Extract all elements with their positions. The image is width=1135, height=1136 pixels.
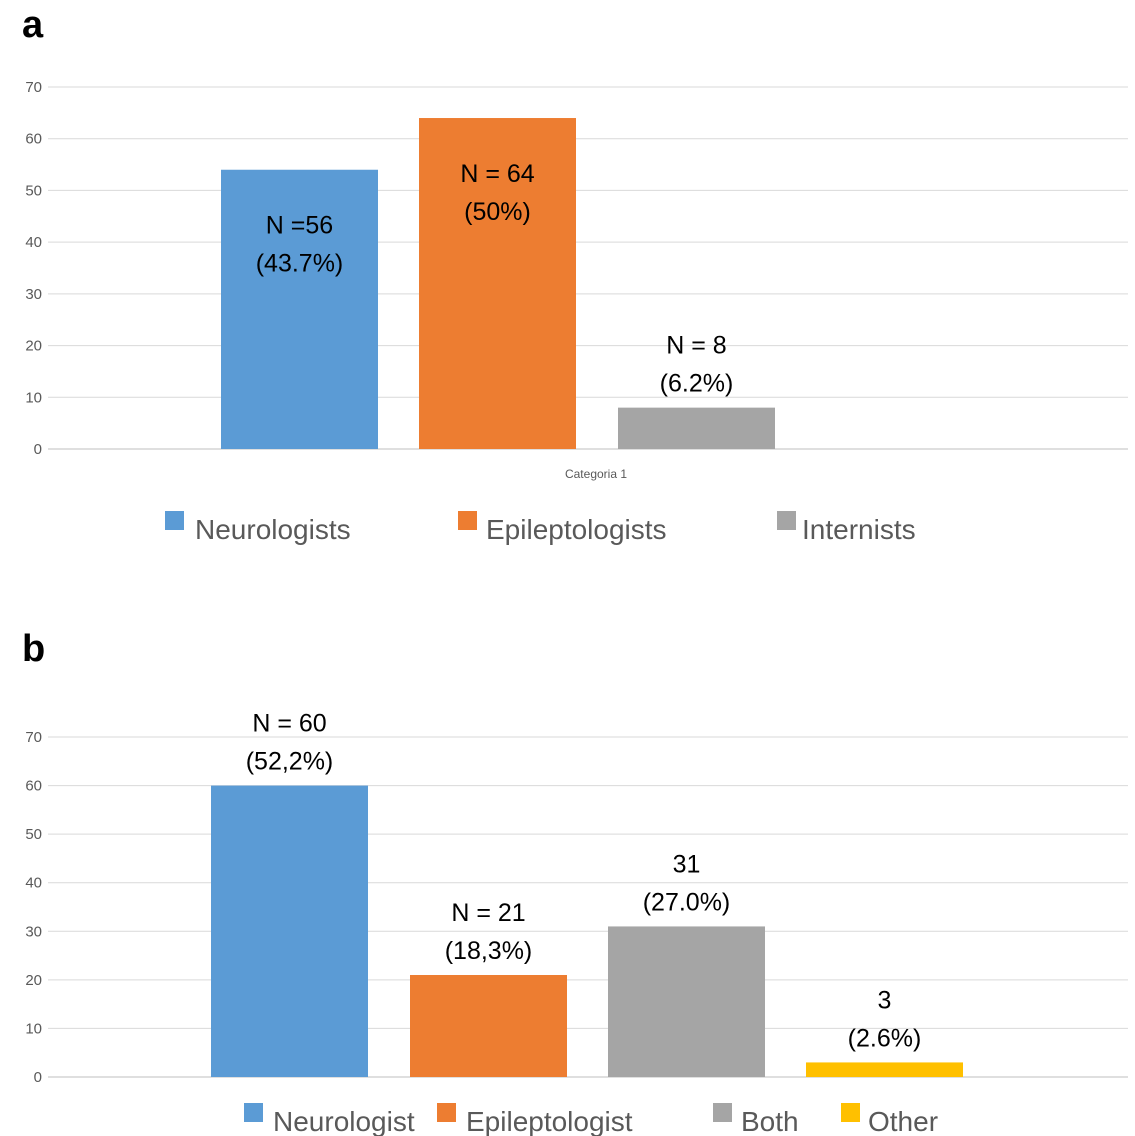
legend-swatch: [777, 511, 796, 530]
bar: [419, 118, 576, 450]
y-tick-label: 50: [25, 182, 42, 199]
legend-swatch: [437, 1103, 456, 1122]
y-tick-label: 50: [25, 826, 42, 843]
data-label: 31: [673, 850, 701, 878]
legend-label: Internists: [802, 514, 916, 545]
y-tick-label: 20: [25, 972, 42, 989]
y-tick-label: 40: [25, 234, 42, 251]
bar: [410, 975, 567, 1077]
y-tick-label: 60: [25, 131, 42, 148]
y-tick-label: 0: [34, 1069, 42, 1086]
data-label: (6.2%): [660, 370, 734, 398]
data-label: (52,2%): [246, 748, 334, 776]
data-label: 3: [878, 986, 892, 1014]
category-label: Categoria 1: [565, 467, 627, 481]
legend-swatch: [244, 1103, 263, 1122]
y-tick-label: 20: [25, 338, 42, 355]
legend-swatch: [841, 1103, 860, 1122]
data-label: N = 60: [252, 710, 326, 738]
legend-label: Epileptologists: [486, 514, 667, 545]
bar: [211, 785, 368, 1077]
chart-panel-a: 0 10 20 30 40 50 60 70 N =56 (43.7%) N = 64 (50%) N …: [25, 79, 1128, 545]
legend-label: Neurologists: [195, 514, 351, 545]
bar: [608, 926, 765, 1077]
data-label: N = 8: [666, 332, 726, 360]
bar: [221, 169, 378, 449]
y-tick-label: 70: [25, 79, 42, 96]
legend-swatch: [713, 1103, 732, 1122]
legend-swatch: [458, 511, 477, 530]
data-label: (50%): [464, 198, 531, 226]
data-label: N = 64: [460, 160, 534, 188]
data-label: N = 21: [451, 899, 525, 927]
data-label: (27.0%): [643, 888, 731, 916]
bar: [618, 407, 775, 449]
y-tick-label: 70: [25, 729, 42, 746]
data-label: (18,3%): [445, 937, 533, 965]
legend-swatch: [165, 511, 184, 530]
y-tick-label: 30: [25, 286, 42, 303]
y-tick-label: 10: [25, 1020, 42, 1037]
y-tick-label: 60: [25, 778, 42, 795]
legend-label: Epileptologist: [466, 1106, 633, 1136]
y-tick-label: 30: [25, 923, 42, 940]
chart-panel-b: 0 10 20 30 40 50 60 70 N = 60 (52,2%) N = 21 (18,3%…: [25, 710, 1128, 1136]
data-label: (2.6%): [848, 1024, 922, 1052]
bar: [806, 1062, 963, 1077]
panel-label-a: a: [22, 4, 44, 46]
data-label: (43.7%): [256, 250, 344, 278]
panel-label-b: b: [22, 628, 45, 670]
y-tick-label: 0: [34, 441, 42, 458]
legend-label: Both: [741, 1106, 799, 1136]
y-tick-label: 40: [25, 875, 42, 892]
data-label: N =56: [266, 212, 333, 240]
legend-label: Neurologist: [273, 1106, 415, 1136]
y-tick-label: 10: [25, 389, 42, 406]
legend-label: Other: [868, 1106, 938, 1136]
